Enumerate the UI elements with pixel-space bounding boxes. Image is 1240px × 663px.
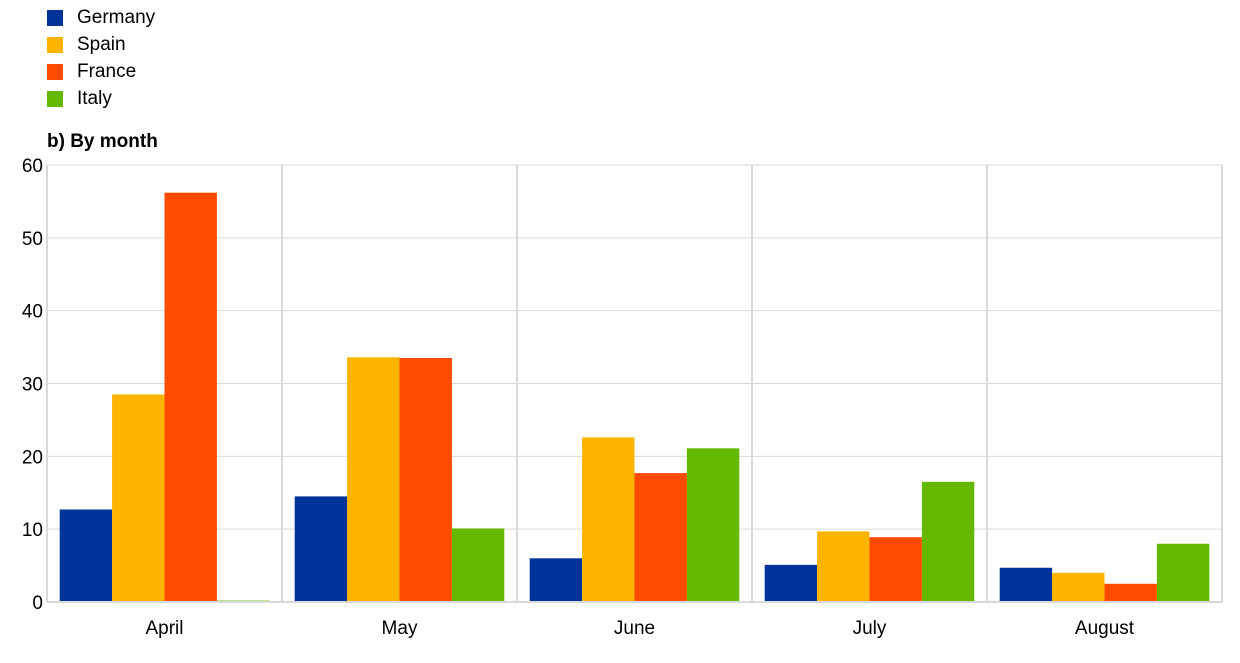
- bar-germany-april: [59, 509, 113, 602]
- bar-italy-may: [451, 528, 505, 602]
- x-tick-label: July: [853, 618, 887, 639]
- legend-label-france: France: [77, 60, 137, 82]
- legend-label-germany: Germany: [77, 6, 156, 28]
- bar-spain-august: [1052, 572, 1105, 602]
- y-tick-label: 30: [22, 375, 43, 396]
- y-tick-label: 50: [22, 229, 43, 250]
- x-tick-label: August: [1075, 618, 1135, 639]
- bar-germany-june: [529, 558, 583, 602]
- bar-france-july: [869, 537, 922, 602]
- bar-italy-august: [1156, 543, 1210, 602]
- bar-italy-june: [686, 448, 740, 602]
- y-tick-label: 10: [22, 520, 43, 541]
- legend-item-italy: Italy: [47, 85, 155, 112]
- bar-germany-may: [294, 496, 348, 602]
- bar-spain-april: [112, 394, 165, 602]
- y-tick-label: 60: [22, 156, 43, 177]
- bar-germany-july: [764, 564, 818, 602]
- x-tick-label: June: [614, 618, 655, 639]
- legend-label-italy: Italy: [77, 87, 112, 109]
- x-tick-label: April: [145, 618, 183, 639]
- legend-swatch-spain: [47, 36, 63, 53]
- bar-spain-june: [582, 437, 635, 602]
- y-tick-label: 40: [22, 302, 43, 323]
- legend-label-spain: Spain: [77, 33, 126, 55]
- legend: Germany Spain France Italy: [47, 4, 155, 112]
- legend-swatch-france: [47, 63, 63, 80]
- bar-italy-july: [921, 481, 975, 602]
- bar-spain-july: [817, 531, 870, 602]
- chart-subtitle: b) By month: [47, 131, 158, 152]
- legend-swatch-germany: [47, 9, 63, 26]
- legend-item-spain: Spain: [47, 31, 155, 58]
- bar-france-june: [634, 473, 687, 602]
- bar-spain-may: [347, 357, 400, 602]
- x-tick-label: May: [382, 618, 418, 639]
- bar-france-august: [1104, 583, 1157, 602]
- legend-item-france: France: [47, 58, 155, 85]
- y-tick-label: 0: [32, 593, 43, 614]
- bar-france-may: [399, 358, 452, 602]
- y-tick-label: 20: [22, 447, 43, 468]
- bar-germany-august: [999, 567, 1053, 602]
- bar-france-april: [164, 192, 217, 602]
- legend-item-germany: Germany: [47, 4, 155, 31]
- legend-swatch-italy: [47, 90, 63, 107]
